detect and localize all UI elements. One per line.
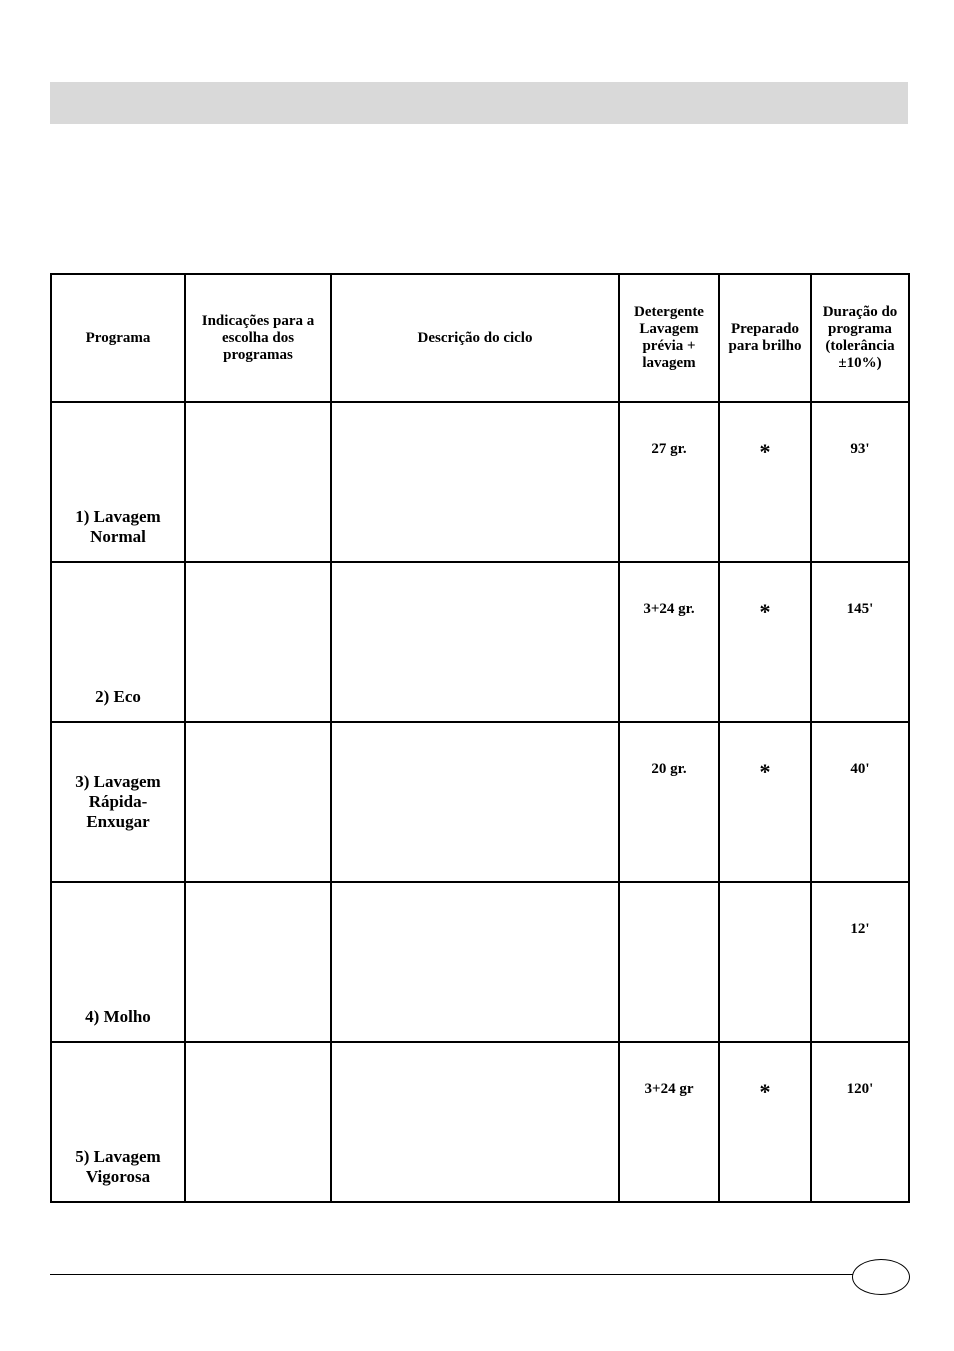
cell-program: 4) Molho [51,882,185,1042]
cell-rinse-aid: * [719,1042,811,1202]
programs-table-container: Programa Indicações para a escolha dos p… [50,273,908,1203]
cell-indications [185,1042,331,1202]
cell-indications [185,562,331,722]
star-icon: * [760,1079,771,1104]
table-row: 4) Molho 12' [51,882,909,1042]
cell-indications [185,402,331,562]
cell-duration: 12' [811,882,909,1042]
footer-rule [50,1274,908,1275]
cell-program: 1) Lavagem Normal [51,402,185,562]
table-row: 2) Eco 3+24 gr. * 145' [51,562,909,722]
cell-detergent: 20 gr. [619,722,719,882]
th-preparado: Preparado para brilho [719,274,811,402]
th-detergente: Detergente Lavagem prévia + lavagem [619,274,719,402]
cell-duration: 120' [811,1042,909,1202]
cell-detergent: 3+24 gr [619,1042,719,1202]
cell-description [331,562,619,722]
star-icon: * [760,439,771,464]
header-bar [50,82,908,124]
table-row: 3) Lavagem Rápida-Enxugar 20 gr. * 40' [51,722,909,882]
cell-detergent: 3+24 gr. [619,562,719,722]
cell-detergent: 27 gr. [619,402,719,562]
th-descricao: Descrição do ciclo [331,274,619,402]
cell-description [331,882,619,1042]
star-icon: * [760,599,771,624]
cell-duration: 93' [811,402,909,562]
programs-table: Programa Indicações para a escolha dos p… [50,273,910,1203]
cell-indications [185,882,331,1042]
cell-program: 2) Eco [51,562,185,722]
table-row: 5) Lavagem Vigorosa 3+24 gr * 120' [51,1042,909,1202]
cell-indications [185,722,331,882]
table-header-row: Programa Indicações para a escolha dos p… [51,274,909,402]
th-duracao: Duração do programa (tolerância ±10%) [811,274,909,402]
th-programa: Programa [51,274,185,402]
cell-rinse-aid: * [719,562,811,722]
cell-description [331,722,619,882]
table-row: 1) Lavagem Normal 27 gr. * 93' [51,402,909,562]
cell-description [331,402,619,562]
page-number-oval [852,1259,910,1295]
cell-duration: 145' [811,562,909,722]
star-icon: * [760,759,771,784]
cell-duration: 40' [811,722,909,882]
cell-program: 5) Lavagem Vigorosa [51,1042,185,1202]
cell-rinse-aid [719,882,811,1042]
th-indicacoes: Indicações para a escolha dos programas [185,274,331,402]
cell-rinse-aid: * [719,722,811,882]
cell-detergent [619,882,719,1042]
cell-program: 3) Lavagem Rápida-Enxugar [51,722,185,882]
cell-description [331,1042,619,1202]
cell-rinse-aid: * [719,402,811,562]
